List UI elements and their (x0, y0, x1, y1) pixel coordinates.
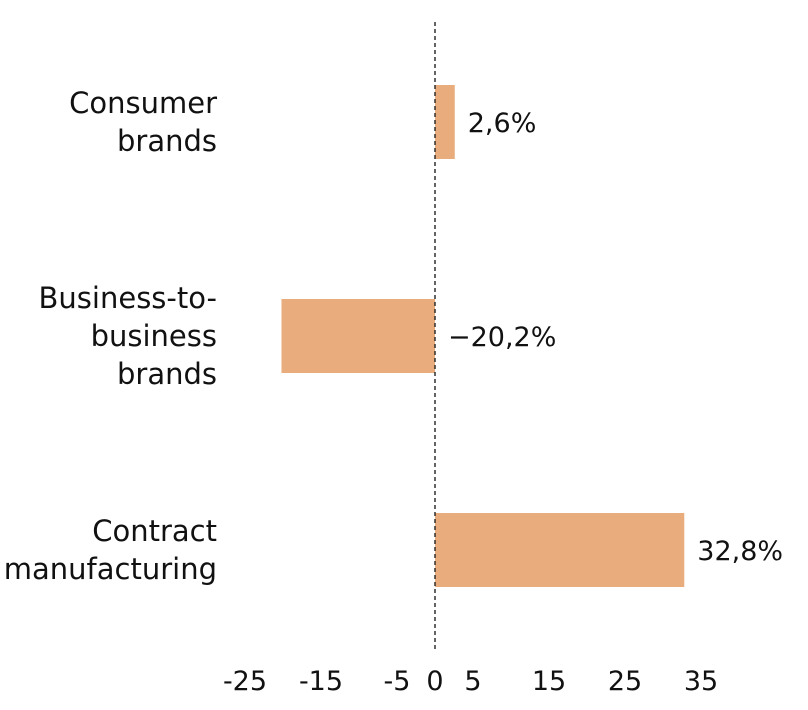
x-tick-label: -25 (223, 666, 267, 697)
value-label-2: 32,8% (697, 536, 783, 567)
category-label-line: Consumer (69, 86, 217, 120)
x-axis-tick-labels: -25 -15 -5 0 5 15 25 35 (223, 666, 718, 697)
category-label-line: business (91, 319, 217, 353)
x-tick-label: -5 (384, 666, 411, 697)
bars-group (281, 85, 685, 587)
x-tick-label: 35 (684, 666, 718, 697)
category-label-line: brands (117, 357, 217, 391)
category-label-line: Contract (92, 514, 217, 548)
category-label-line: manufacturing (4, 552, 217, 586)
value-label-0: 2,6% (468, 108, 537, 139)
x-tick-label: -15 (299, 666, 343, 697)
bar-2 (435, 513, 685, 587)
category-label-1: Business-to-business brands (39, 281, 217, 391)
category-label-line: Business-to- (39, 281, 217, 315)
bar-0 (435, 85, 455, 159)
category-label-line: brands (117, 124, 217, 158)
category-label-0: Consumer brands (69, 86, 217, 158)
x-tick-label: 25 (608, 666, 642, 697)
x-tick-label: 15 (532, 666, 566, 697)
value-labels-group: 2,6% −20,2% 32,8% (448, 108, 783, 567)
category-labels-group: Consumer brands Business-to-business brands… (4, 86, 217, 586)
bar-1 (281, 299, 435, 373)
x-tick-label: 5 (464, 666, 481, 697)
category-label-2: Contract manufacturing (4, 514, 217, 586)
value-label-1: −20,2% (448, 322, 556, 353)
x-tick-label: 0 (426, 666, 443, 697)
